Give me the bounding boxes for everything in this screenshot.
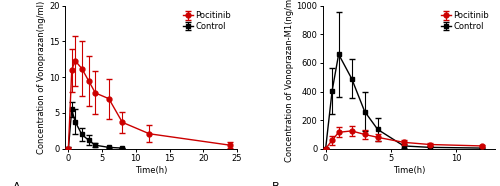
Legend: Pocitinib, Control: Pocitinib, Control <box>182 10 233 33</box>
X-axis label: Time(h): Time(h) <box>393 166 425 175</box>
Y-axis label: Concentration of Vonoprazan(ng/ml): Concentration of Vonoprazan(ng/ml) <box>37 1 46 154</box>
Legend: Pocitinib, Control: Pocitinib, Control <box>440 10 491 33</box>
Text: A.: A. <box>14 182 24 186</box>
X-axis label: Time(h): Time(h) <box>135 166 167 175</box>
Text: B.: B. <box>272 182 282 186</box>
Y-axis label: Concentration of Vonoprazan-M1(ng/ml): Concentration of Vonoprazan-M1(ng/ml) <box>284 0 294 162</box>
